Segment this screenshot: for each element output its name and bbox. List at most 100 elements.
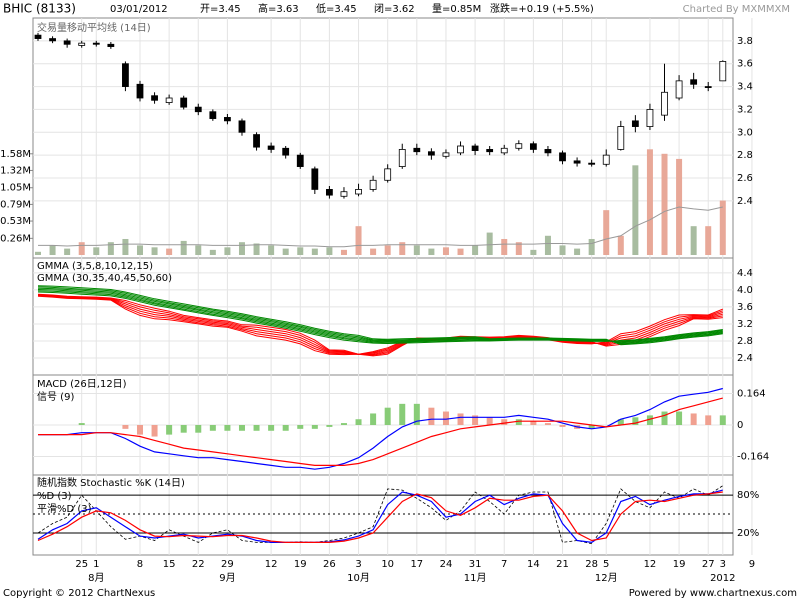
candle-body [631,120,639,127]
volume-bar [501,238,508,255]
candle-body [515,143,523,149]
macd-histogram-bar [719,415,726,425]
candle-body [544,149,552,154]
y-tick-label: 3.0 [737,127,753,138]
x-tick-label: 10 [381,559,394,570]
legend-label: MACD (26日,12日) [37,379,127,390]
y-tick-label: 3.6 [737,59,753,70]
volume-bar [559,245,566,255]
candle-body [180,97,188,108]
volume-bar [64,248,71,255]
volume-bar [588,238,595,255]
copyright: Copyright © 2012 ChartNexus [3,588,155,599]
macd-histogram-bar [78,423,85,425]
macd-histogram-bar [705,415,712,425]
candle-body [151,95,158,101]
credit: Charted By MXMMXM [683,4,790,15]
y-tick-label: 3.2 [737,319,753,330]
volume-bar [49,245,56,255]
candle-body [675,80,683,99]
volume-bar [166,248,173,255]
panel-title: 随机指数 Stochastic %K (14日) [37,476,185,489]
x-tick-label: 17 [410,559,423,570]
candle-body [355,189,362,195]
macd-histogram-bar [180,425,187,433]
x-tick-label: 9 [749,559,755,570]
y-tick-label: 3.6 [737,302,753,313]
volume-tick-label: 1.58M [0,149,31,160]
volume-bar [617,235,624,255]
macd-histogram-bar [340,423,347,425]
month-label: 12月 [595,572,618,584]
x-tick-label: 3 [355,559,361,570]
volume-bar [530,249,537,255]
candle-body [63,40,71,45]
volume-bar [224,247,231,255]
volume-bar [311,248,318,255]
volume-bar [603,210,610,255]
x-tick-label: 12 [265,559,278,570]
volume-ma-line [38,206,723,248]
macd-histogram-bar [690,413,697,425]
candle-body [136,83,144,99]
volume-bar [705,226,712,255]
volume-bar [515,242,522,255]
volume-bar [457,248,464,255]
candle-body [369,179,377,190]
y-tick-label: 4.0 [737,285,753,296]
macd-histogram-bar [486,417,493,425]
volume-bar [661,153,668,255]
volume-bar [297,247,304,255]
volume-bar [413,245,420,255]
y-tick-label: 2.4 [737,353,753,364]
x-tick-label: 19 [673,559,686,570]
volume-bar [399,242,406,255]
macd-histogram-bar [311,425,318,429]
y-tick-label: 2.8 [737,336,753,347]
macd-histogram-bar [530,421,537,425]
macd-histogram-bar [559,425,566,427]
candle-body [311,168,319,190]
month-label: 2012 [710,573,735,584]
volume-bar [384,245,391,255]
macd-histogram-bar [413,403,420,425]
x-tick-label: 7 [501,559,507,570]
x-tick-label: 28 [585,559,598,570]
candle-body [617,126,625,150]
gmma-line [37,285,723,346]
stochastic-line [37,489,723,544]
macd-histogram-bar [122,425,129,429]
candle-body [78,42,86,46]
macd-histogram-bar [661,411,668,425]
candle-body [296,154,304,167]
macd-histogram-bar [370,413,377,425]
macd-histogram-bar [632,417,639,425]
y-tick-label: 2.8 [737,150,753,161]
macd-histogram-bar [268,425,275,431]
volume-bar [151,247,158,255]
macd-histogram-bar [326,425,333,427]
legend-label: 平滑%D (3) [37,503,92,515]
x-tick-label: 21 [556,559,569,570]
gmma-line [37,294,723,355]
candle-body [325,189,333,196]
macd-histogram-bar [544,423,551,425]
volume-bar [93,247,100,255]
x-tick-label: 12 [644,559,657,570]
candle-body [457,145,464,154]
month-label: 8月 [88,572,104,584]
x-tick-label: 1 [93,559,99,570]
powered-by: Powered by www.chartnexus.com [629,588,797,599]
macd-histogram-bar [457,413,464,425]
candle-body [209,111,217,119]
y-tick-label: 80% [737,490,759,501]
volume-bar [442,247,449,255]
macd-line [38,387,723,470]
candle-body [661,91,668,116]
volume-bar [136,245,143,255]
date: 03/01/2012 [110,4,168,15]
candle-body [602,154,610,165]
candle-body [238,120,246,133]
x-tick-label: 19 [294,559,307,570]
